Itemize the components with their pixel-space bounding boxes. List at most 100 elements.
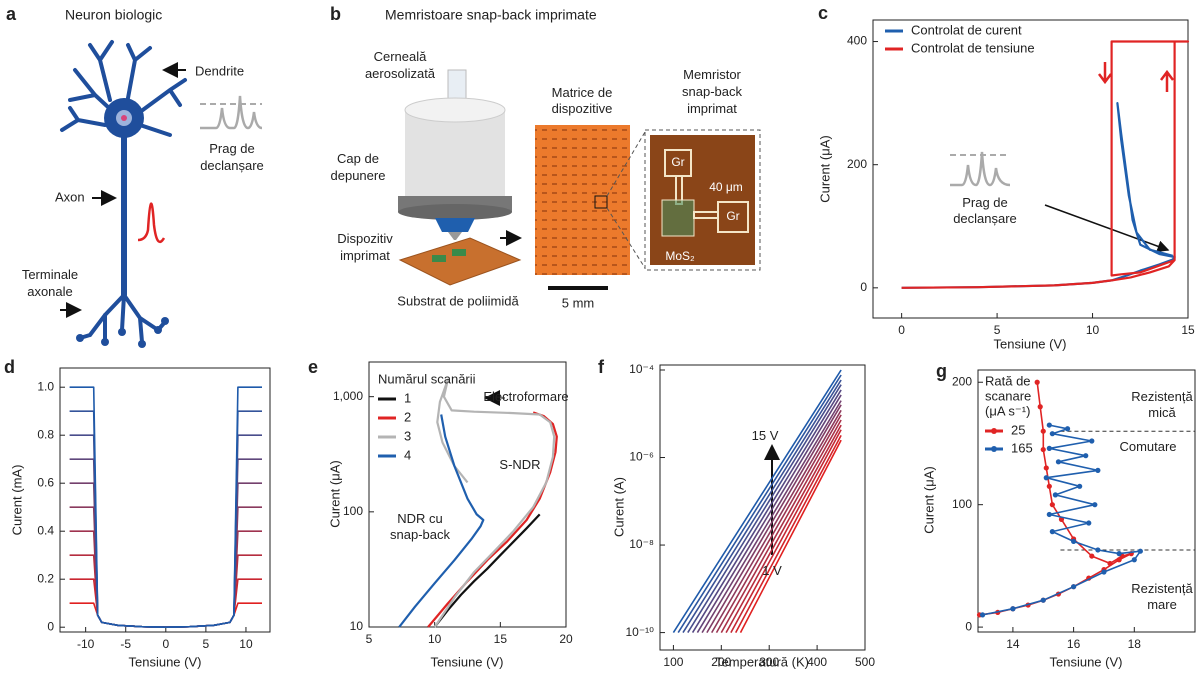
annotation: Comutare (1119, 439, 1176, 454)
x-tick-label: 300 (759, 655, 779, 669)
x-axis-title: Temperatură (K) (715, 654, 809, 669)
printed-device (452, 249, 466, 256)
series-line (69, 482, 262, 628)
label-line: imprimat (340, 248, 390, 263)
x-tick-label: 5 (994, 323, 1001, 337)
nucleolus (121, 115, 127, 121)
y-tick-label: 0.8 (37, 427, 54, 441)
y-tick-label: 0 (965, 619, 972, 633)
annotation-line: Electroformare (483, 389, 568, 404)
terminal (154, 326, 162, 334)
y-tick-label: 10⁻¹⁰ (626, 625, 655, 639)
gap-label: 40 μm (709, 180, 743, 194)
electrode-label: Gr (726, 209, 739, 223)
zoom-line (606, 131, 646, 197)
series-line (706, 404, 842, 634)
label-line: Matrice de (552, 85, 613, 100)
series-point (1089, 553, 1095, 559)
annotation-line: Comutare (1119, 439, 1176, 454)
series-line (715, 414, 842, 633)
label-line: axonale (27, 284, 73, 299)
series-point (1049, 529, 1055, 535)
plot-frame (368, 361, 567, 628)
legend-title: Numărul scanării (378, 371, 476, 386)
x-tick-label: 5 (203, 637, 210, 651)
plot-frame (872, 19, 1189, 319)
terminal (76, 334, 84, 342)
series-point (1092, 502, 1098, 508)
x-tick-label: 10 (428, 632, 442, 646)
x-tick-label: 100 (663, 655, 683, 669)
panel-title: Neuron biologic (65, 7, 162, 23)
label-line: snap-back (682, 84, 742, 99)
sweep-arrow (1098, 62, 1112, 85)
legend-label: 4 (404, 447, 411, 462)
series-line (687, 384, 842, 634)
chart: d Tensiune (V) Curent (mA) -10 -5 0 5 10 0 0.2 0.4… (4, 357, 271, 669)
printed-device (432, 255, 446, 262)
series-point (1034, 379, 1040, 385)
series-line (69, 506, 262, 628)
spike-train (200, 95, 263, 130)
plot-frame (59, 367, 271, 633)
series-point (1089, 438, 1095, 444)
annotation-line: declanșare (953, 211, 1017, 226)
annotation-line: 1 V (762, 563, 782, 578)
legend-label: 2 (404, 409, 411, 424)
label: Substrat de poliimidă (397, 293, 519, 308)
x-tick-label: 5 (366, 632, 373, 646)
series-point (1046, 483, 1052, 489)
x-tick-label: 16 (1067, 637, 1081, 651)
label: Axon (55, 189, 85, 204)
panel-label: g (936, 361, 947, 381)
annotation: Rezistență mică (1131, 389, 1193, 420)
annotation-line: snap-back (390, 527, 450, 542)
label: Terminale axonale (22, 267, 78, 299)
annotation-line: mică (1148, 405, 1176, 420)
x-tick-label: 500 (855, 655, 875, 669)
panel-label: b (330, 4, 341, 24)
x-axis-title: Tensiune (V) (994, 336, 1067, 351)
panel-title: Memristoare snap-back imprimate (385, 7, 597, 23)
series-point (1101, 569, 1107, 575)
series-line (901, 40, 1190, 289)
label: Memristor snap-back imprimat (682, 67, 742, 116)
chart: g Tensiune (V) Curent (μA) 14 16 18 0 100 200 Rez… (921, 361, 1196, 669)
series-point (1052, 492, 1058, 498)
label-line: imprimat (687, 101, 737, 116)
y-tick-label: 10 (350, 619, 364, 633)
annotation-line: Prag de (962, 195, 1008, 210)
series-point (1037, 404, 1043, 410)
series-line (901, 102, 1176, 289)
plot-frame (977, 369, 1196, 633)
series-point (1010, 606, 1016, 612)
panel-label: e (308, 357, 318, 377)
annotation: S-NDR (499, 457, 540, 472)
y-tick-label: 0.6 (37, 475, 54, 489)
label-line: dispozitive (552, 101, 613, 116)
annotation: NDR cu snap-back (390, 511, 450, 542)
series-point (1086, 520, 1092, 526)
x-axis-title: Tensiune (V) (129, 654, 202, 669)
label-line: Cap de (337, 151, 379, 166)
y-tick-label: 400 (847, 34, 867, 48)
series-point (979, 612, 986, 618)
series-line (69, 386, 262, 628)
label-line: depunere (331, 168, 386, 183)
annotation-line: Rezistență (1131, 581, 1193, 596)
y-axis-title: Curent (μA) (327, 460, 342, 527)
print-head-ring-edge (398, 204, 512, 220)
y-tick-label: 0 (47, 619, 54, 633)
device-matrix (535, 125, 630, 275)
series-line (677, 374, 842, 634)
y-axis-title: Curent (μA) (921, 466, 936, 533)
y-tick-label: 0.4 (37, 523, 54, 537)
series-point (1040, 428, 1046, 434)
label: Cerneală aerosolizată (365, 49, 436, 81)
label: Matrice de dispozitive (552, 85, 613, 116)
electrode (717, 201, 749, 233)
panel-label: f (598, 357, 605, 377)
zoom-box (594, 195, 608, 209)
chart: f Temperatură (K) Curent (A) 100 200 300 400 50… (598, 357, 875, 670)
